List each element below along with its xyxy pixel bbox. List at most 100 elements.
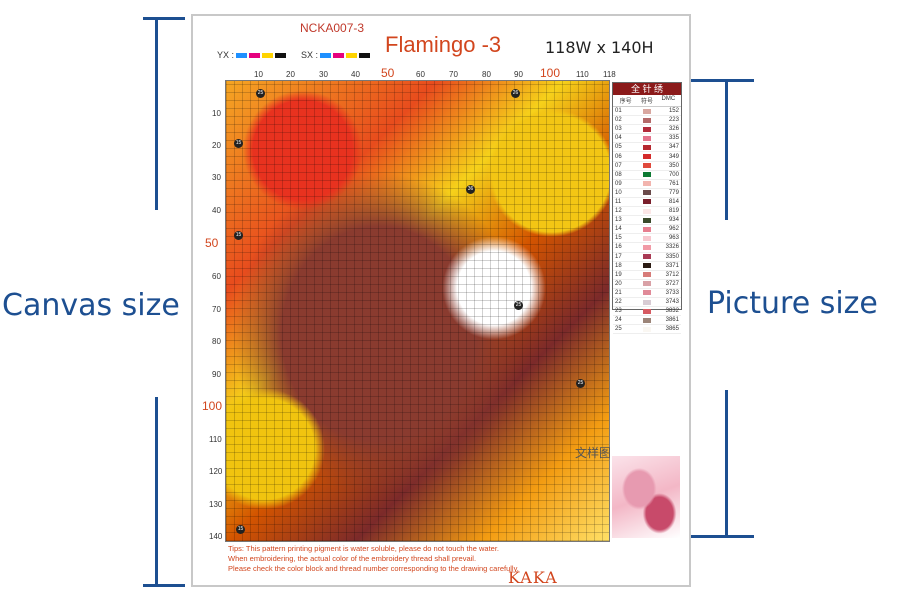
color-swatch (236, 52, 248, 58)
legend-row: 14 962 (613, 225, 681, 235)
ruler-y-tick: 140 (209, 532, 223, 541)
ruler-y-tick: 70 (212, 305, 221, 314)
legend-row: 18 3371 (613, 262, 681, 271)
legend-row: 10 779 (613, 189, 681, 198)
legend-row-dmc: 3727 (665, 280, 679, 287)
legend-row-symbol (636, 290, 657, 296)
legend-col-no: 序号 (619, 99, 632, 105)
legend-row-dmc: 962 (668, 226, 679, 233)
legend-col-symbol: 符号 (640, 99, 653, 105)
ruler-x-tick: 20 (286, 70, 295, 79)
grid-marker: 25 (256, 89, 265, 98)
legend-row-number: 01 (615, 108, 622, 115)
legend-row-symbol (636, 308, 657, 314)
tip-line: When embroidering, the actual color of t… (228, 554, 477, 563)
legend-swatch (642, 208, 651, 214)
legend-swatch (642, 181, 651, 187)
legend-row-number: 07 (615, 162, 622, 169)
legend-swatch (642, 254, 651, 260)
legend-row-dmc: 700 (668, 171, 679, 178)
thread-color-legend: 全 针 绣 序号 符号 DMC 01 152 02 223 03 326 04 335 05 34… (612, 82, 682, 335)
legend-row-number: 10 (615, 189, 622, 196)
legend-swatch (642, 172, 651, 178)
legend-row: 15 963 (613, 234, 681, 244)
legend-row-symbol (636, 217, 657, 223)
legend-swatch (642, 135, 651, 141)
legend-row-number: 19 (615, 271, 622, 278)
legend-row-symbol (636, 244, 657, 250)
legend-row: 09 761 (613, 180, 681, 189)
legend-row-number: 18 (615, 262, 622, 269)
legend-swatch (642, 217, 651, 223)
color-swatch (320, 52, 332, 58)
legend-row-symbol (636, 190, 657, 196)
legend-row-dmc: 347 (668, 144, 679, 151)
legend-row-symbol (636, 281, 657, 287)
ruler-x-tick: 50 (381, 66, 395, 80)
legend-row-number: 25 (615, 326, 622, 333)
color-swatch (333, 52, 345, 58)
legend-row-number: 22 (615, 299, 622, 306)
legend-row-dmc: 335 (668, 135, 679, 142)
ruler-y-tick: 60 (212, 272, 221, 281)
legend-swatch (642, 281, 651, 287)
color-key-sx: SX : (301, 50, 371, 60)
legend-row-number: 06 (615, 153, 622, 160)
grid-marker: 25 (514, 301, 523, 310)
canvas-bracket-upper (155, 17, 158, 210)
legend-row-symbol (636, 299, 657, 305)
legend-header: 全 针 绣 (613, 83, 681, 95)
tips-text: Tips: This pattern printing pigment is w… (228, 544, 608, 574)
color-key-sx-label: SX : (301, 50, 319, 60)
ruler-y-tick: 130 (209, 500, 223, 509)
picture-size-label: Picture size (707, 286, 878, 321)
legend-row-dmc: 819 (668, 208, 679, 215)
color-swatch (359, 52, 371, 58)
legend-row-dmc: 814 (668, 198, 679, 205)
legend-swatch (642, 244, 651, 250)
legend-swatch (642, 108, 651, 114)
legend-row-symbol (636, 254, 657, 260)
ruler-x-tick: 80 (482, 70, 491, 79)
legend-row-number: 04 (615, 135, 622, 142)
legend-row-number: 12 (615, 208, 622, 215)
legend-swatch (642, 163, 651, 169)
legend-swatch (642, 126, 651, 132)
ruler-x-tick: 90 (514, 70, 523, 79)
tip-line: Please check the color block and thread … (228, 564, 519, 573)
legend-row-dmc: 3861 (665, 317, 679, 324)
legend-row: 16 3326 (613, 243, 681, 253)
legend-row-number: 15 (615, 235, 622, 242)
legend-swatch (642, 263, 651, 269)
picture-bracket-lower (725, 390, 728, 537)
legend-swatch (642, 154, 651, 160)
grid-marker: 26 (511, 89, 520, 98)
ruler-y-tick: 50 (205, 236, 219, 250)
legend-row: 19 3712 (613, 271, 681, 280)
legend-row-symbol (636, 208, 657, 214)
legend-row: 22 3743 (613, 298, 681, 308)
legend-row-symbol (636, 263, 657, 269)
legend-column-headers: 序号 符号 DMC (613, 95, 681, 107)
legend-row-symbol (636, 226, 657, 232)
legend-row-number: 08 (615, 171, 622, 178)
legend-row-dmc: 934 (668, 217, 679, 224)
cross-stitch-pattern-grid: 25 26 36 15 15 25 25 15 (225, 80, 610, 542)
grid-marker: 36 (466, 185, 475, 194)
pattern-title: Flamingo -3 (385, 32, 502, 57)
legend-row-number: 03 (615, 126, 622, 133)
color-swatch (262, 52, 274, 58)
finished-preview-image (612, 456, 680, 538)
picture-bracket-upper (725, 79, 728, 220)
legend-row: 08 700 (613, 171, 681, 180)
legend-row-symbol (636, 135, 657, 141)
legend-row-symbol (636, 172, 657, 178)
legend-row: 20 3727 (613, 280, 681, 289)
legend-swatch (642, 326, 651, 332)
ruler-x-tick: 118 (603, 70, 616, 79)
legend-swatch (642, 199, 651, 205)
legend-swatch (642, 317, 651, 323)
pattern-dimensions: 118W x 140H (545, 38, 654, 57)
color-swatch (346, 52, 358, 58)
legend-row: 25 3865 (613, 325, 681, 335)
